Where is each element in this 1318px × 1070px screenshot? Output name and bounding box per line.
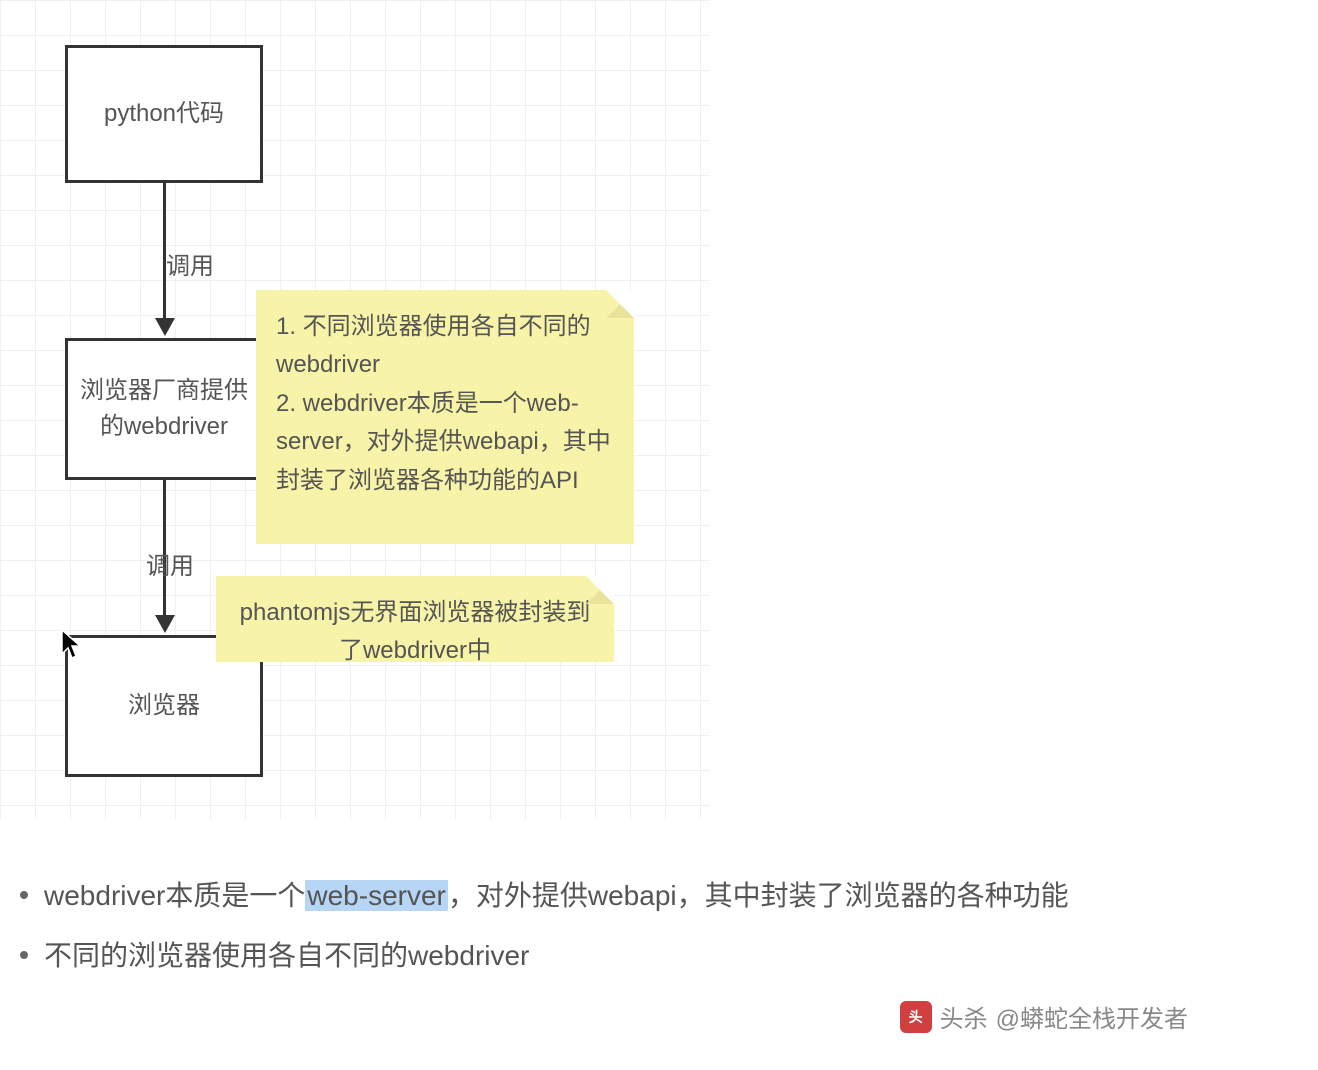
note-text: 1. 不同浏览器使用各自不同的webdriver 2. webdriver本质是… bbox=[276, 308, 614, 500]
list-item: 不同的浏览器使用各自不同的webdriver bbox=[20, 935, 1318, 977]
bullet-list: webdriver本质是一个web-server，对外提供webapi，其中封装… bbox=[0, 875, 1318, 995]
bullet-text: 不同的浏览器使用各自不同的webdriver bbox=[44, 935, 529, 977]
node-python-code: python代码 bbox=[65, 45, 263, 183]
edge-label: 调用 bbox=[140, 544, 200, 583]
arrow-head-icon bbox=[155, 615, 175, 633]
list-item: webdriver本质是一个web-server，对外提供webapi，其中封装… bbox=[20, 875, 1318, 917]
watermark-author: @蟒蛇全栈开发者 bbox=[996, 999, 1188, 1034]
note-text: phantomjs无界面浏览器被封装到了webdriver中 bbox=[236, 594, 594, 671]
watermark: 头 头杀 @蟒蛇全栈开发者 bbox=[900, 999, 1188, 1034]
node-label: python代码 bbox=[104, 96, 224, 132]
bullet-dot-icon bbox=[20, 891, 28, 899]
watermark-logo-icon: 头 bbox=[900, 1001, 932, 1033]
bullet-text: webdriver本质是一个web-server，对外提供webapi，其中封装… bbox=[44, 875, 1069, 917]
watermark-prefix: 头杀 bbox=[940, 999, 988, 1034]
note-phantomjs: phantomjs无界面浏览器被封装到了webdriver中 bbox=[216, 576, 614, 662]
node-webdriver-vendor: 浏览器厂商提供的webdriver bbox=[65, 338, 263, 480]
note-webdriver-info: 1. 不同浏览器使用各自不同的webdriver 2. webdriver本质是… bbox=[256, 290, 634, 544]
node-label: 浏览器厂商提供的webdriver bbox=[78, 373, 250, 445]
arrow-head-icon bbox=[155, 318, 175, 336]
edge-label: 调用 bbox=[160, 244, 220, 283]
highlighted-text: web-server bbox=[305, 880, 447, 911]
node-label: 浏览器 bbox=[128, 688, 200, 724]
cursor-icon bbox=[60, 628, 84, 662]
bullet-dot-icon bbox=[20, 951, 28, 959]
